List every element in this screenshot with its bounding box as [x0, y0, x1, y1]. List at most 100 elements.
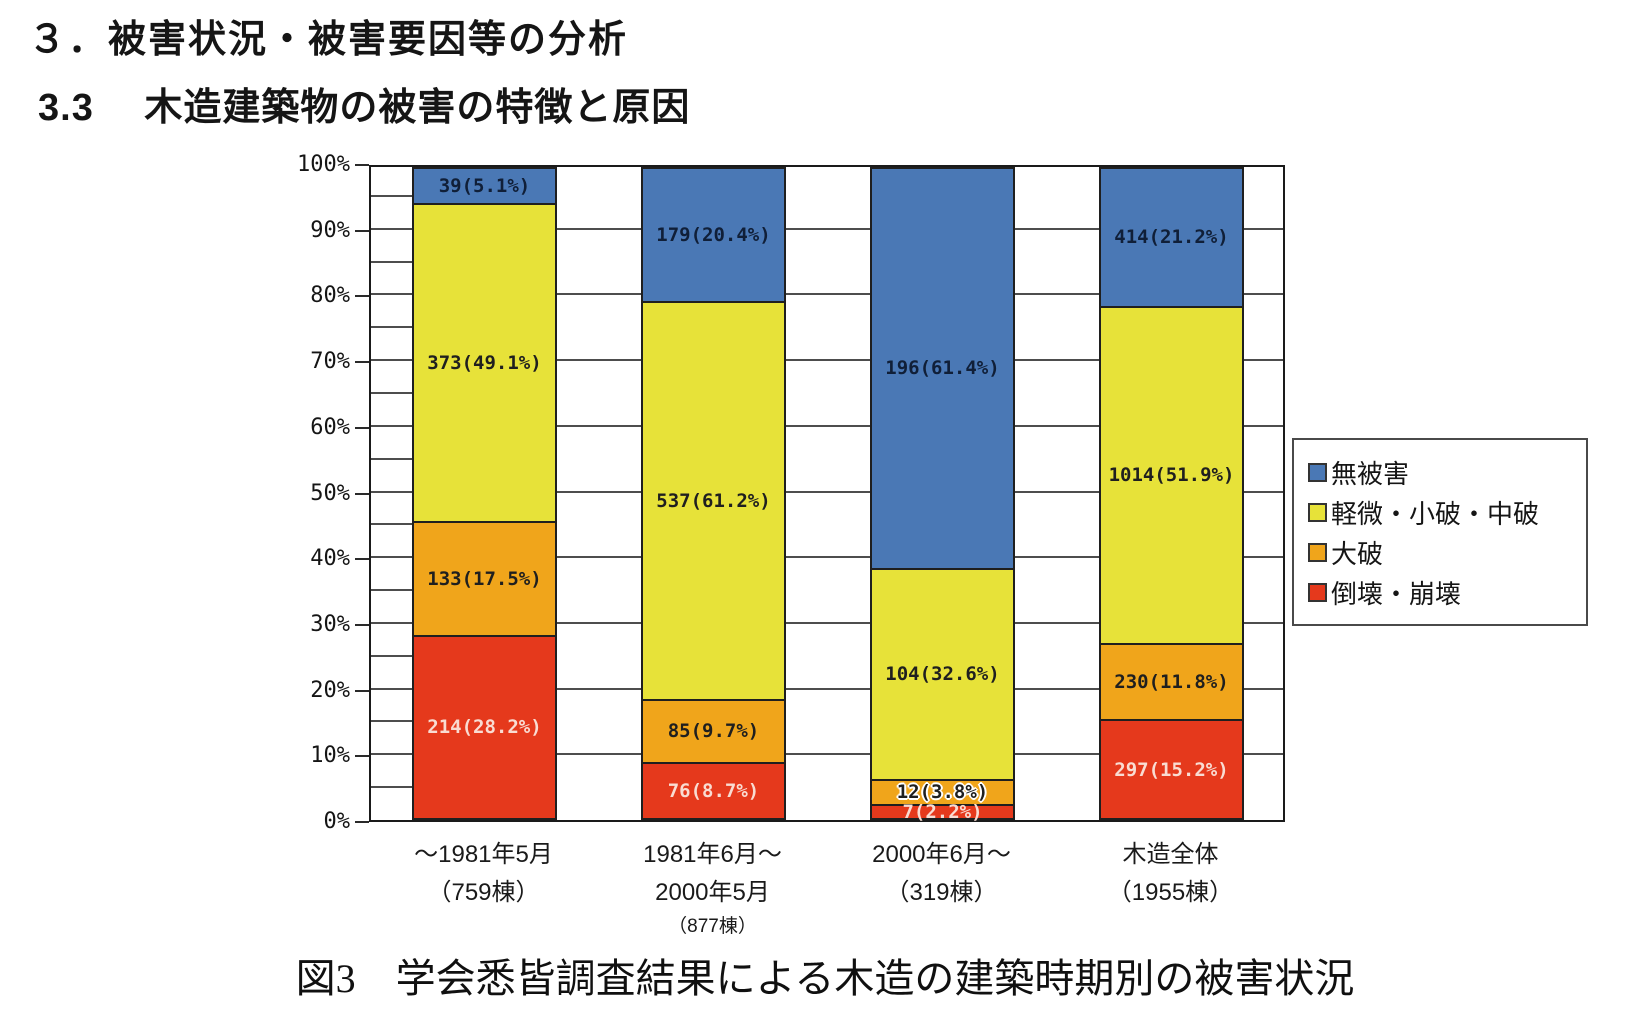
- legend-swatch: [1308, 462, 1327, 482]
- gridline: [371, 687, 1283, 690]
- legend-swatch: [1308, 582, 1327, 602]
- bar: 414(21.2%) 1014(51.9%) 230(11.8%) 297(15.2%…: [1099, 167, 1244, 820]
- page-title: ３．被害状況・被害要因等の分析: [28, 19, 629, 61]
- x-axis-label-line: 木造全体: [1122, 841, 1219, 868]
- bar-segment-severe: 85(9.7%): [643, 698, 784, 762]
- legend-item: 倒壊・崩壊: [1308, 572, 1580, 612]
- x-axis-label: 1981年6月～ 2000年5月 （877棟）: [598, 836, 827, 942]
- y-axis-label: 40%: [310, 546, 350, 572]
- segment-label: 214(28.2%): [427, 716, 542, 739]
- y-axis-label: 70%: [310, 349, 350, 375]
- x-axis-label-line: （759棟）: [427, 879, 540, 906]
- segment-label: 1014(51.9%): [1108, 464, 1235, 487]
- bar-segment-collapse: 76(8.7%): [643, 761, 784, 818]
- y-axis-label: 60%: [310, 414, 350, 440]
- y-axis-tick: [355, 623, 369, 626]
- segment-label: 76(8.7%): [667, 779, 760, 802]
- gridline-minor: [371, 326, 412, 329]
- bar-segment-no-damage: 196(61.4%): [872, 169, 1013, 568]
- y-axis-label: 100%: [297, 152, 350, 177]
- bar-segment-collapse: 214(28.2%): [414, 634, 555, 818]
- y-axis-label: 90%: [310, 217, 350, 243]
- segment-label: 373(49.1%): [427, 352, 542, 375]
- bar-segment-severe: 230(11.8%): [1101, 642, 1242, 720]
- gridline-minor: [371, 194, 412, 197]
- x-axis-label-line: 1981年6月～: [643, 841, 782, 868]
- x-axis-label-line: ～1981年5月: [414, 841, 553, 868]
- x-axis-label-line: （1955棟）: [1107, 879, 1234, 906]
- gridline-minor: [371, 589, 412, 592]
- legend-swatch: [1308, 502, 1327, 522]
- y-axis-tick: [355, 755, 369, 758]
- segment-label: 196(61.4%): [885, 357, 1000, 380]
- bar-segment-collapse: 297(15.2%): [1101, 719, 1242, 818]
- bar-segment-minor-moderate: 104(32.6%): [872, 567, 1013, 780]
- y-axis-tick: [355, 361, 369, 364]
- segment-label: 230(11.8%): [1114, 671, 1229, 694]
- x-axis-label: 2000年6月～ （319棟）: [827, 836, 1056, 912]
- y-axis-tick: [355, 164, 369, 166]
- bar-segment-minor-moderate: 1014(51.9%): [1101, 305, 1242, 643]
- legend-label: 軽微・小破・中破: [1331, 498, 1540, 529]
- y-axis-label: 10%: [310, 743, 350, 769]
- legend-item: 軽微・小破・中破: [1308, 492, 1580, 532]
- bar-segment-severe: 12(3.8%): [872, 779, 1013, 804]
- bar-segment-no-damage: 414(21.2%): [1101, 169, 1242, 306]
- y-axis-label: 20%: [310, 677, 350, 703]
- x-axis-label-line: （319棟）: [885, 879, 998, 906]
- segment-label: 7(2.2%): [902, 800, 983, 823]
- y-axis-label: 80%: [310, 283, 350, 309]
- gridline: [371, 227, 1283, 230]
- gridline-minor: [371, 260, 412, 263]
- gridline: [371, 424, 1283, 427]
- segment-label: 537(61.2%): [656, 490, 771, 512]
- gridline: [371, 556, 1283, 559]
- gridline: [371, 359, 1283, 362]
- legend-box: 無被害軽微・小破・中破 大破倒壊・崩壊: [1292, 438, 1588, 626]
- x-axis-label-line: 2000年5月: [655, 879, 770, 906]
- x-axis-label: ～1981年5月 （759棟）: [369, 836, 598, 912]
- gridline-minor: [371, 457, 412, 460]
- gridline: [371, 293, 1283, 296]
- segment-label: 133(17.5%): [427, 568, 542, 591]
- plot-area: 39(5.1%) 373(49.1%) 133(17.5%) 214(28.2%) 17…: [369, 165, 1285, 823]
- legend-item: 無被害: [1308, 452, 1580, 492]
- gridline-minor: [371, 523, 412, 526]
- legend-swatch: [1308, 542, 1327, 562]
- legend-label: 倒壊・崩壊: [1331, 578, 1462, 609]
- gridline: [371, 753, 1283, 756]
- bar: 196(61.4%) 104(32.6%) 12(3.8%) 7(2.2%): [870, 167, 1015, 823]
- gridline-minor: [371, 786, 412, 789]
- bar-segment-no-damage: 179(20.4%): [643, 169, 784, 302]
- gridline-minor: [371, 654, 412, 657]
- bar: 39(5.1%) 373(49.1%) 133(17.5%) 214(28.2%): [412, 167, 557, 820]
- gridline: [371, 490, 1283, 493]
- y-axis-label: 50%: [310, 480, 350, 506]
- bar-segment-minor-moderate: 373(49.1%): [414, 202, 555, 522]
- y-axis-tick: [355, 426, 369, 429]
- segment-label: 104(32.6%): [885, 663, 1000, 686]
- y-axis-tick: [355, 821, 369, 823]
- legend-label: 無被害: [1331, 458, 1410, 489]
- segment-label: 85(9.7%): [667, 720, 760, 743]
- x-axis-label-line: 2000年6月～: [872, 841, 1011, 868]
- y-axis-label: 30%: [310, 611, 350, 637]
- gridline: [371, 621, 1283, 624]
- legend-label: 大破: [1331, 538, 1384, 569]
- bar-segment-minor-moderate: 537(61.2%): [643, 301, 784, 699]
- y-axis-tick: [355, 558, 369, 561]
- y-axis-tick: [355, 295, 369, 298]
- segment-label: 39(5.1%): [438, 174, 531, 197]
- gridline-minor: [371, 720, 412, 723]
- x-axis-label: 木造全体 （1955棟）: [1056, 836, 1285, 912]
- segment-label: 414(21.2%): [1114, 226, 1229, 249]
- y-axis-label: 0%: [323, 809, 351, 834]
- bar: 179(20.4%) 537(61.2%) 85(9.7%) 76(8.7%): [641, 167, 786, 820]
- figure-caption: 図3 学会悉皆調査結果による木造の建築時期別の被害状況: [295, 956, 1355, 1001]
- legend-item: 大破: [1308, 532, 1580, 572]
- bar-segment-severe: 133(17.5%): [414, 521, 555, 635]
- bar-segment-collapse: 7(2.2%): [872, 801, 1013, 823]
- segment-label: 12(3.8%): [896, 781, 989, 804]
- section-title: 3.3 木造建築物の被害の特徴と原因: [38, 87, 691, 129]
